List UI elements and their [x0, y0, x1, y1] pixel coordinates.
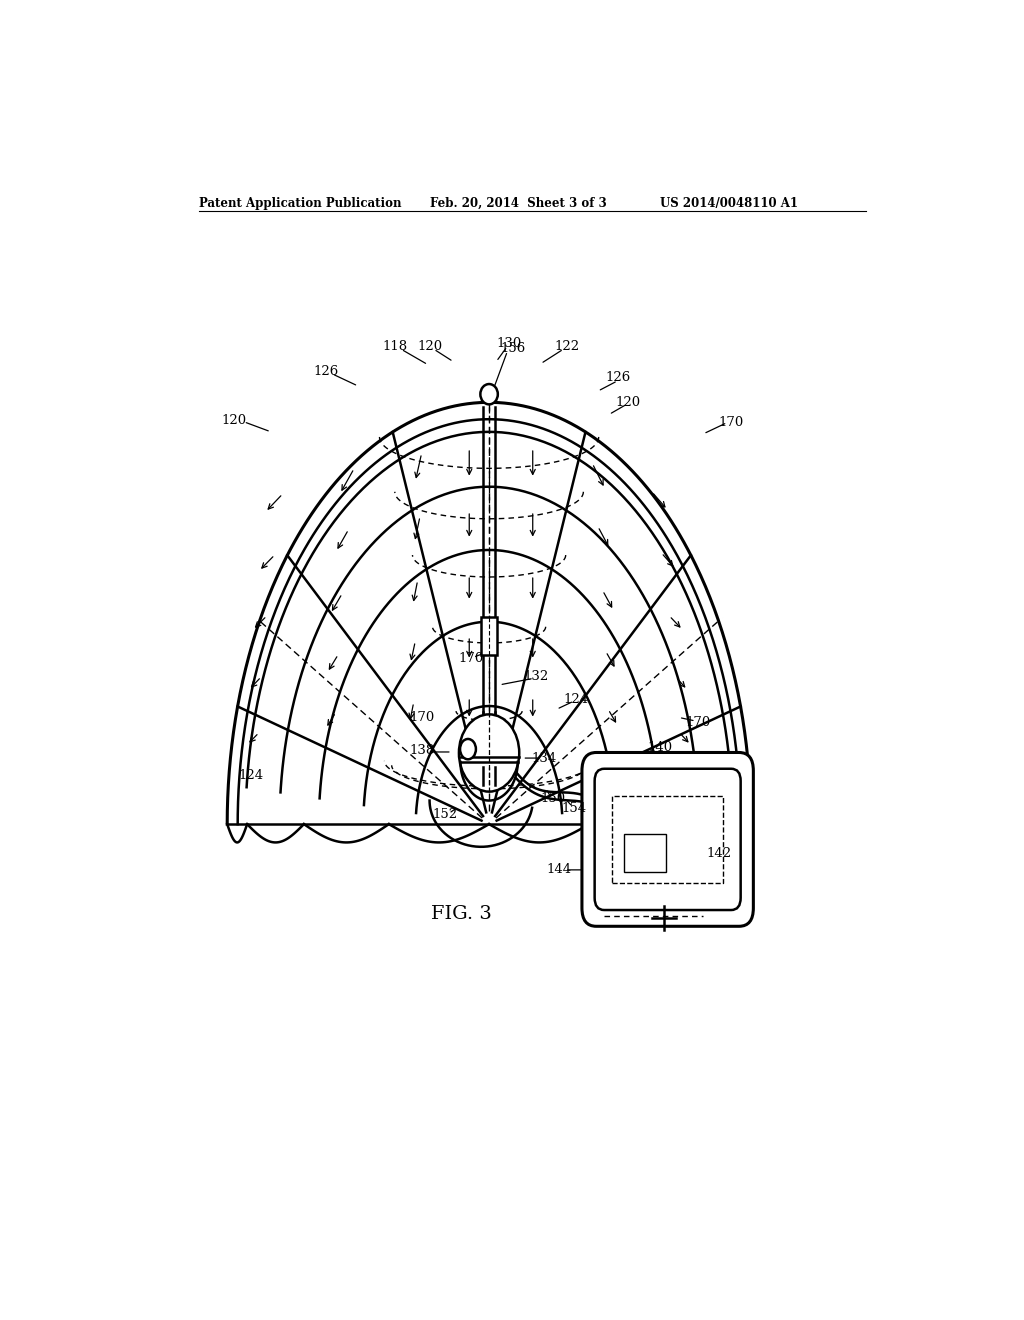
FancyBboxPatch shape: [582, 752, 754, 927]
Text: 140: 140: [647, 742, 673, 755]
Text: 118: 118: [383, 341, 408, 352]
Circle shape: [460, 739, 476, 759]
Text: 144: 144: [547, 863, 571, 876]
Text: FIG. 3: FIG. 3: [431, 904, 492, 923]
Text: 124: 124: [239, 768, 263, 781]
Text: 132: 132: [523, 671, 549, 684]
Text: US 2014/0048110 A1: US 2014/0048110 A1: [659, 197, 798, 210]
FancyBboxPatch shape: [595, 768, 740, 909]
Text: 170: 170: [409, 711, 434, 723]
Text: 170: 170: [685, 715, 711, 729]
Text: 154: 154: [561, 803, 587, 816]
Text: 124: 124: [564, 693, 589, 706]
Text: 120: 120: [417, 341, 442, 352]
Text: 122: 122: [554, 341, 580, 352]
Text: 170: 170: [458, 652, 483, 665]
Ellipse shape: [480, 384, 498, 404]
Text: 170: 170: [719, 416, 743, 429]
Text: 126: 126: [313, 366, 339, 379]
Circle shape: [459, 714, 519, 792]
Text: 156: 156: [501, 342, 525, 355]
Text: 138: 138: [409, 744, 434, 758]
Text: 130: 130: [497, 337, 521, 350]
Bar: [612, 796, 723, 883]
Text: 142: 142: [707, 847, 732, 861]
Text: 126: 126: [606, 371, 631, 384]
Bar: [481, 616, 497, 656]
Text: Patent Application Publication: Patent Application Publication: [200, 197, 402, 210]
Text: Feb. 20, 2014  Sheet 3 of 3: Feb. 20, 2014 Sheet 3 of 3: [430, 197, 606, 210]
Text: 134: 134: [531, 751, 556, 764]
Text: 120: 120: [221, 414, 246, 428]
Text: 150: 150: [540, 792, 565, 805]
Text: 120: 120: [615, 396, 641, 409]
Bar: [624, 834, 666, 873]
Text: 152: 152: [433, 808, 458, 821]
